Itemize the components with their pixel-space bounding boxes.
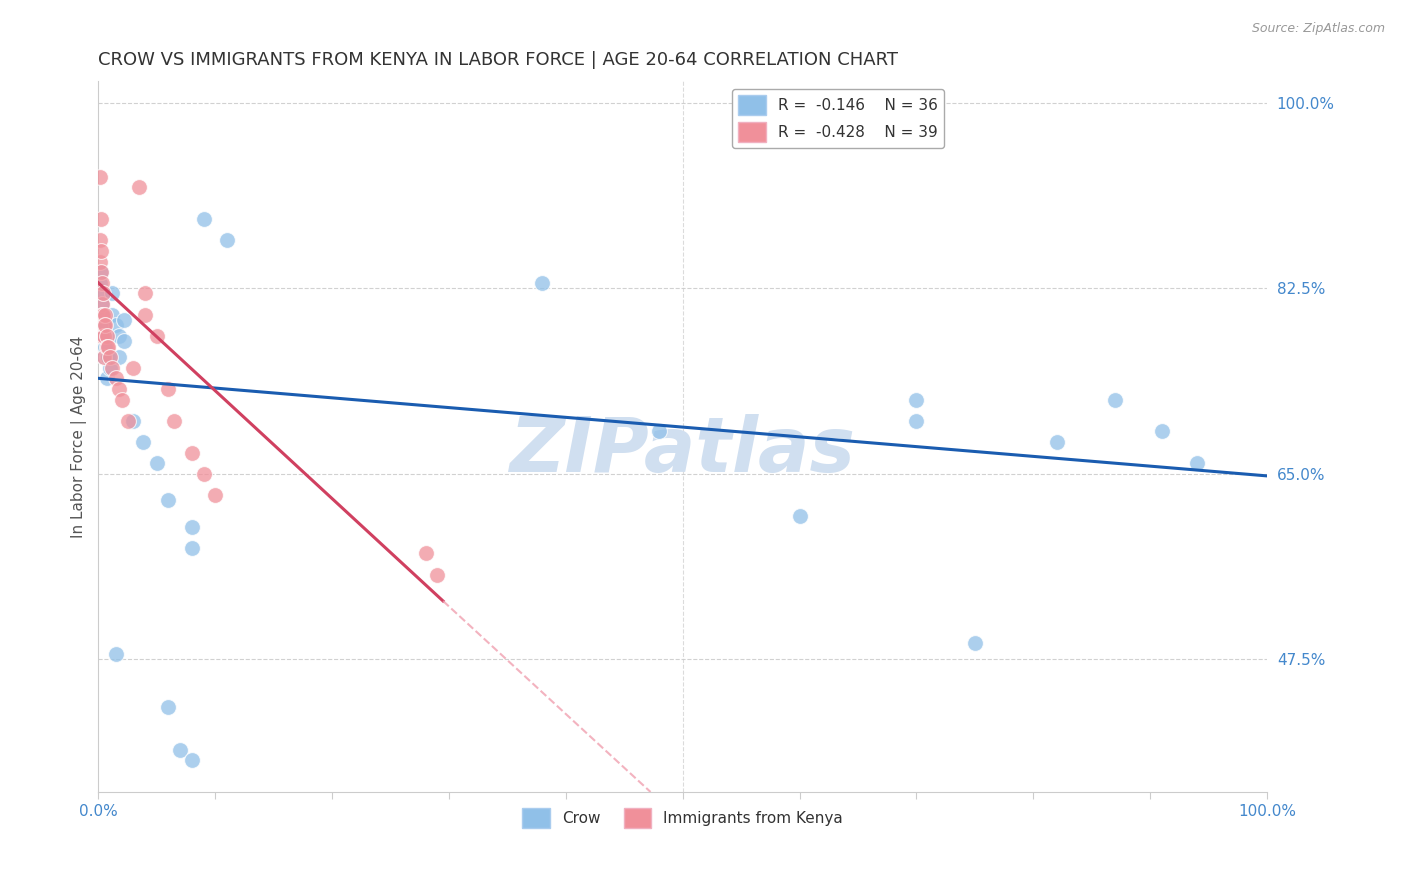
Text: ZIPatlas: ZIPatlas	[510, 414, 856, 488]
Point	[193, 467, 215, 481]
Point	[1104, 392, 1126, 407]
Point	[180, 541, 202, 555]
Point	[193, 212, 215, 227]
Point	[101, 286, 124, 301]
Point	[90, 265, 112, 279]
Point	[157, 382, 180, 396]
Point	[91, 286, 114, 301]
Point	[108, 329, 131, 343]
Point	[128, 180, 150, 194]
Point	[111, 392, 134, 407]
Point	[94, 308, 117, 322]
Point	[101, 308, 124, 322]
Point	[180, 445, 202, 459]
Point	[415, 546, 437, 560]
Point	[93, 350, 115, 364]
Point	[97, 339, 120, 353]
Point	[94, 318, 117, 333]
Point	[89, 276, 111, 290]
Point	[93, 329, 115, 343]
Point	[90, 297, 112, 311]
Point	[134, 286, 156, 301]
Point	[89, 254, 111, 268]
Point	[1185, 456, 1208, 470]
Point	[97, 350, 120, 364]
Point	[132, 434, 155, 449]
Point	[89, 169, 111, 184]
Point	[98, 350, 121, 364]
Point	[146, 456, 169, 470]
Point	[89, 234, 111, 248]
Point	[648, 425, 671, 439]
Point	[117, 414, 139, 428]
Point	[90, 329, 112, 343]
Point	[91, 308, 114, 322]
Point	[146, 329, 169, 343]
Point	[101, 360, 124, 375]
Point	[157, 700, 180, 714]
Point	[112, 334, 135, 349]
Point	[180, 520, 202, 534]
Point	[94, 318, 117, 333]
Point	[104, 647, 127, 661]
Point	[204, 488, 226, 502]
Point	[108, 382, 131, 396]
Point	[905, 392, 928, 407]
Legend: Crow, Immigrants from Kenya: Crow, Immigrants from Kenya	[516, 802, 849, 834]
Point	[98, 360, 121, 375]
Point	[91, 286, 114, 301]
Point	[91, 308, 114, 322]
Point	[96, 329, 118, 343]
Point	[180, 753, 202, 767]
Point	[90, 318, 112, 333]
Point	[90, 265, 112, 279]
Text: CROW VS IMMIGRANTS FROM KENYA IN LABOR FORCE | AGE 20-64 CORRELATION CHART: CROW VS IMMIGRANTS FROM KENYA IN LABOR F…	[98, 51, 898, 69]
Point	[90, 308, 112, 322]
Point	[905, 414, 928, 428]
Point	[108, 350, 131, 364]
Point	[1150, 425, 1173, 439]
Point	[157, 493, 180, 508]
Point	[1046, 434, 1069, 449]
Point	[96, 339, 118, 353]
Point	[112, 313, 135, 327]
Point	[90, 244, 112, 258]
Point	[531, 276, 554, 290]
Point	[163, 414, 186, 428]
Y-axis label: In Labor Force | Age 20-64: In Labor Force | Age 20-64	[72, 335, 87, 538]
Point	[93, 329, 115, 343]
Point	[104, 318, 127, 333]
Point	[122, 414, 145, 428]
Point	[90, 308, 112, 322]
Point	[96, 371, 118, 385]
Point	[169, 742, 191, 756]
Point	[93, 318, 115, 333]
Point	[426, 567, 449, 582]
Point	[104, 371, 127, 385]
Point	[134, 308, 156, 322]
Text: Source: ZipAtlas.com: Source: ZipAtlas.com	[1251, 22, 1385, 36]
Point	[90, 297, 112, 311]
Point	[94, 339, 117, 353]
Point	[90, 212, 112, 227]
Point	[963, 636, 986, 650]
Point	[122, 360, 145, 375]
Point	[90, 276, 112, 290]
Point	[215, 234, 238, 248]
Point	[96, 350, 118, 364]
Point	[93, 350, 115, 364]
Point	[789, 509, 811, 524]
